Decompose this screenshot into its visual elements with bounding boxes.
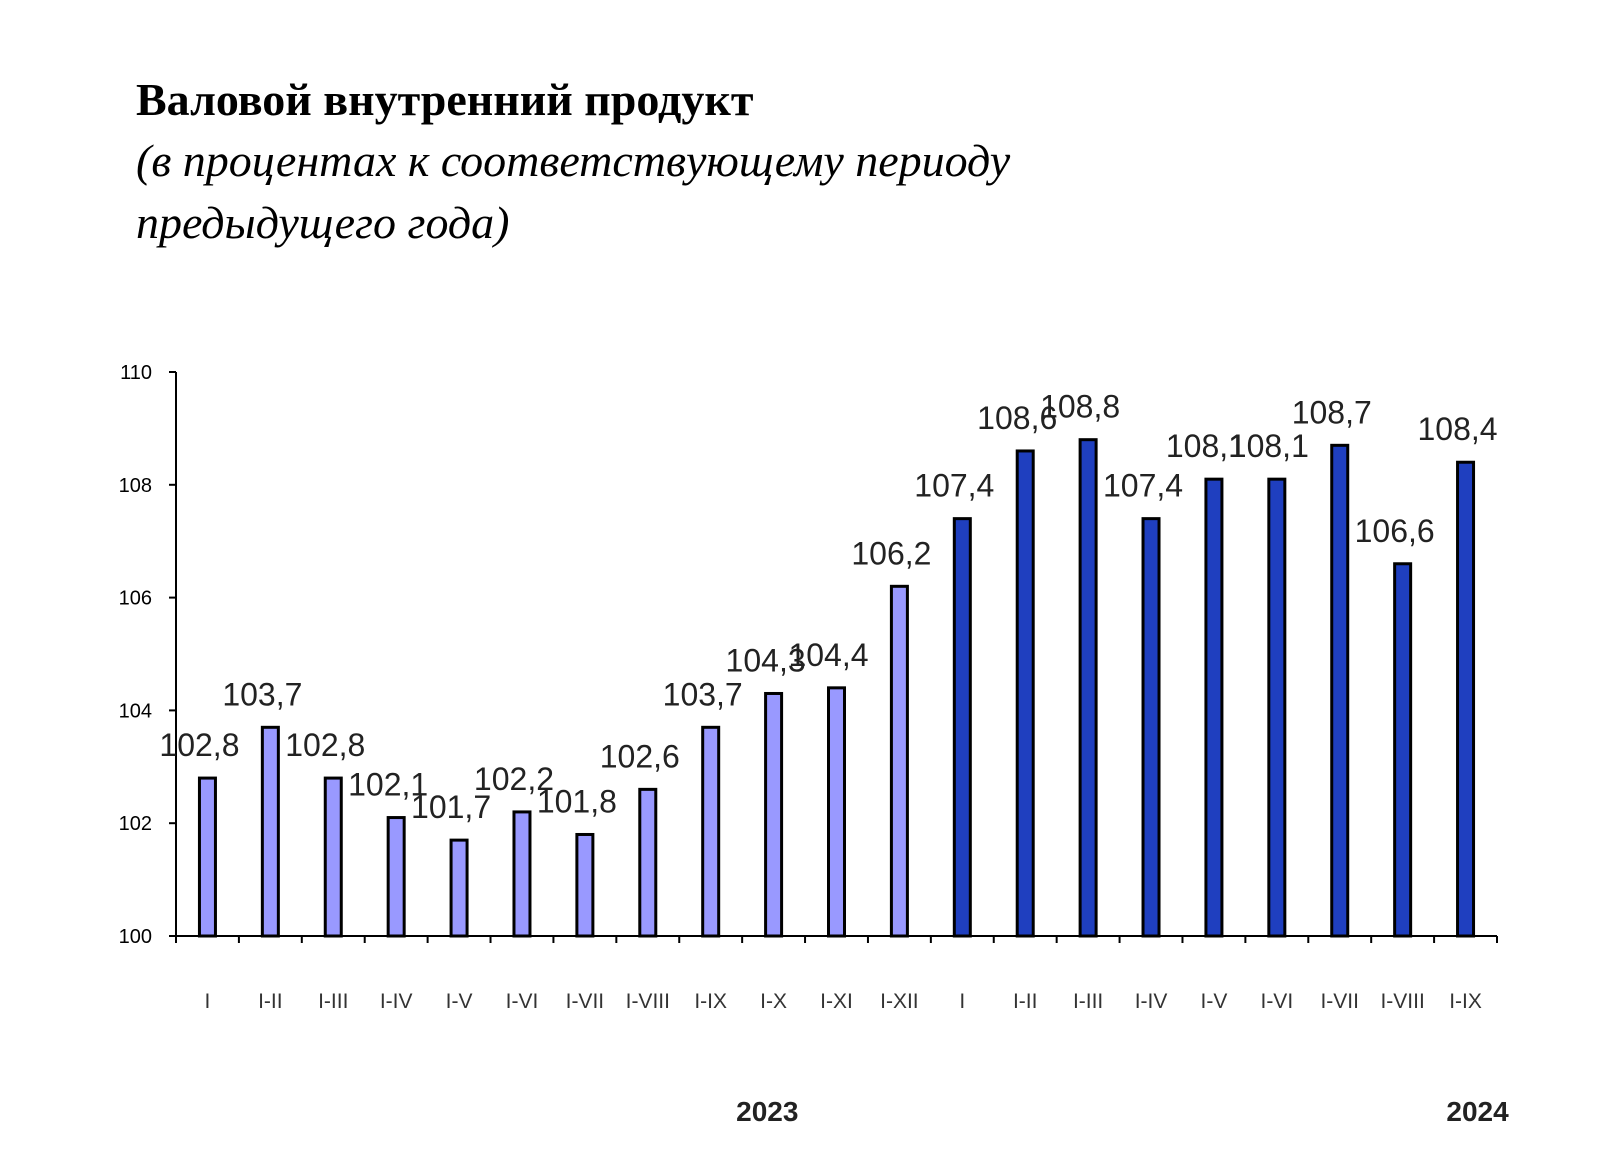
x-tick-label: I-IX bbox=[694, 990, 727, 1013]
x-tick-label: I-III bbox=[1073, 990, 1103, 1013]
value-label: 101,7 bbox=[411, 789, 491, 825]
x-tick-label: I-V bbox=[1201, 990, 1228, 1013]
bar bbox=[260, 725, 280, 938]
value-label: 102,1 bbox=[348, 767, 428, 803]
x-tick-label: I-VI bbox=[1260, 990, 1293, 1013]
value-label: 104,4 bbox=[788, 637, 868, 673]
bar bbox=[323, 776, 343, 938]
bar bbox=[1015, 449, 1035, 938]
bar bbox=[1456, 460, 1476, 938]
y-tick-label: 104 bbox=[119, 700, 152, 722]
y-tick-label: 110 bbox=[120, 362, 152, 384]
value-label: 107,4 bbox=[914, 468, 994, 504]
x-tick-label: I-V bbox=[446, 990, 473, 1013]
value-label: 108,6 bbox=[977, 400, 1057, 436]
value-label: 103,7 bbox=[222, 676, 302, 712]
bar bbox=[575, 832, 595, 938]
value-label: 102,8 bbox=[159, 727, 239, 763]
bar bbox=[386, 816, 406, 938]
value-label: 102,2 bbox=[474, 761, 554, 797]
value-label: 108,1 bbox=[1166, 428, 1246, 464]
x-tick-label: I-II bbox=[1013, 990, 1038, 1013]
x-tick-label: I-III bbox=[318, 990, 348, 1013]
bar bbox=[1393, 562, 1413, 938]
x-tick-label: I-VIII bbox=[626, 990, 670, 1013]
bar bbox=[1141, 517, 1161, 938]
bar bbox=[701, 725, 721, 938]
bar bbox=[952, 517, 972, 938]
value-label: 107,4 bbox=[1103, 468, 1183, 504]
value-label: 102,8 bbox=[285, 727, 365, 763]
value-label: 101,8 bbox=[537, 783, 617, 819]
x-tick-label: I bbox=[959, 990, 965, 1013]
x-tick-label: I-XII bbox=[880, 990, 919, 1013]
value-label: 108,1 bbox=[1229, 428, 1309, 464]
value-label: 108,8 bbox=[1040, 389, 1120, 425]
y-tick-label: 106 bbox=[119, 588, 152, 610]
bar bbox=[1267, 477, 1287, 938]
group-label: 2023 bbox=[736, 1096, 798, 1127]
bar bbox=[449, 838, 469, 938]
x-tick-label: I-X bbox=[760, 990, 787, 1013]
bar bbox=[638, 787, 658, 938]
bar bbox=[889, 584, 909, 938]
x-tick-label: I-XI bbox=[820, 990, 853, 1013]
x-tick-label: I-VII bbox=[1320, 990, 1359, 1013]
y-tick-label: 100 bbox=[119, 926, 152, 948]
value-label: 103,7 bbox=[663, 676, 743, 712]
x-tick-label: I-IX bbox=[1449, 990, 1482, 1013]
x-tick-label: I-VI bbox=[506, 990, 539, 1013]
x-tick-label: I-IV bbox=[1135, 990, 1168, 1013]
value-label: 108,7 bbox=[1292, 394, 1372, 430]
x-tick-label: I-VII bbox=[566, 990, 605, 1013]
value-label: 104,3 bbox=[726, 642, 806, 678]
y-tick-label: 108 bbox=[119, 475, 152, 497]
bar bbox=[512, 810, 532, 938]
bar bbox=[1078, 438, 1098, 938]
x-tick-label: I bbox=[205, 990, 211, 1013]
x-tick-label: I-II bbox=[258, 990, 283, 1013]
bar bbox=[1204, 477, 1224, 938]
value-label: 108,4 bbox=[1418, 411, 1498, 447]
value-label: 106,6 bbox=[1355, 513, 1435, 549]
title-block: Валовой внутренний продукт (в процентах … bbox=[136, 70, 1536, 254]
value-label: 106,2 bbox=[851, 535, 931, 571]
bar bbox=[197, 776, 217, 938]
y-tick-label: 102 bbox=[119, 813, 152, 835]
bar bbox=[1330, 443, 1350, 938]
bar bbox=[764, 691, 784, 938]
group-label: 2024 bbox=[1446, 1096, 1509, 1127]
bar bbox=[827, 686, 846, 938]
chart-title: Валовой внутренний продукт bbox=[136, 74, 754, 125]
chart-subtitle: (в процентах к соответствующему периоду … bbox=[136, 135, 1011, 248]
x-tick-label: I-VIII bbox=[1380, 990, 1424, 1013]
value-label: 102,6 bbox=[600, 738, 680, 774]
x-tick-label: I-IV bbox=[380, 990, 413, 1013]
